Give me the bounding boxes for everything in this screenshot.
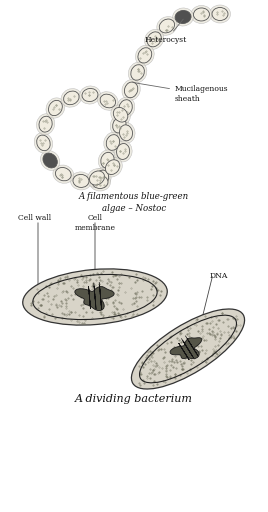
Ellipse shape xyxy=(101,153,114,168)
Ellipse shape xyxy=(120,125,133,141)
Ellipse shape xyxy=(23,269,167,325)
Ellipse shape xyxy=(111,105,130,124)
Ellipse shape xyxy=(117,143,130,159)
Ellipse shape xyxy=(92,176,108,188)
Text: A dividing bacterium: A dividing bacterium xyxy=(75,394,193,404)
Ellipse shape xyxy=(90,171,105,185)
Ellipse shape xyxy=(119,100,132,116)
Ellipse shape xyxy=(113,117,126,133)
Ellipse shape xyxy=(147,32,161,47)
Ellipse shape xyxy=(46,98,65,118)
Ellipse shape xyxy=(43,153,57,168)
Ellipse shape xyxy=(128,62,147,83)
Ellipse shape xyxy=(113,108,128,122)
Ellipse shape xyxy=(138,48,152,63)
Ellipse shape xyxy=(53,165,74,183)
Ellipse shape xyxy=(173,8,193,26)
Ellipse shape xyxy=(73,175,89,187)
Ellipse shape xyxy=(131,309,245,389)
Text: Heterocyst: Heterocyst xyxy=(145,19,187,44)
Text: Cell
membrane: Cell membrane xyxy=(75,214,116,232)
Ellipse shape xyxy=(39,116,52,132)
Ellipse shape xyxy=(131,65,144,80)
Ellipse shape xyxy=(175,10,191,24)
Polygon shape xyxy=(75,287,114,310)
Ellipse shape xyxy=(193,8,209,21)
Ellipse shape xyxy=(117,122,135,143)
Ellipse shape xyxy=(40,151,60,170)
Text: Mucilagenous
sheath: Mucilagenous sheath xyxy=(133,82,229,102)
Ellipse shape xyxy=(212,8,228,20)
Ellipse shape xyxy=(145,29,164,49)
Ellipse shape xyxy=(70,172,91,190)
Ellipse shape xyxy=(64,91,79,104)
Ellipse shape xyxy=(103,157,122,177)
Ellipse shape xyxy=(87,168,107,187)
Ellipse shape xyxy=(110,115,129,135)
Polygon shape xyxy=(170,338,202,359)
Ellipse shape xyxy=(80,86,100,104)
Ellipse shape xyxy=(100,94,116,108)
Ellipse shape xyxy=(49,100,62,116)
Ellipse shape xyxy=(105,160,120,175)
Ellipse shape xyxy=(36,114,55,135)
Ellipse shape xyxy=(95,170,109,186)
Ellipse shape xyxy=(210,5,230,23)
Text: DNA: DNA xyxy=(210,272,228,280)
Ellipse shape xyxy=(106,135,120,151)
Ellipse shape xyxy=(135,45,154,66)
Ellipse shape xyxy=(157,16,177,35)
Ellipse shape xyxy=(93,167,111,188)
Ellipse shape xyxy=(124,82,138,98)
Ellipse shape xyxy=(61,89,81,107)
Ellipse shape xyxy=(159,19,174,33)
Text: A filamentous blue-green
algae – Nostoc: A filamentous blue-green algae – Nostoc xyxy=(79,192,189,213)
Ellipse shape xyxy=(98,92,118,110)
Ellipse shape xyxy=(104,132,122,153)
Ellipse shape xyxy=(37,135,50,151)
Ellipse shape xyxy=(82,89,98,101)
Ellipse shape xyxy=(191,6,212,24)
Ellipse shape xyxy=(90,173,110,191)
Ellipse shape xyxy=(55,167,71,181)
Ellipse shape xyxy=(34,133,53,153)
Ellipse shape xyxy=(122,79,140,100)
Ellipse shape xyxy=(117,97,135,118)
Ellipse shape xyxy=(114,141,132,162)
Text: Cell wall: Cell wall xyxy=(18,214,51,222)
Ellipse shape xyxy=(98,150,117,170)
